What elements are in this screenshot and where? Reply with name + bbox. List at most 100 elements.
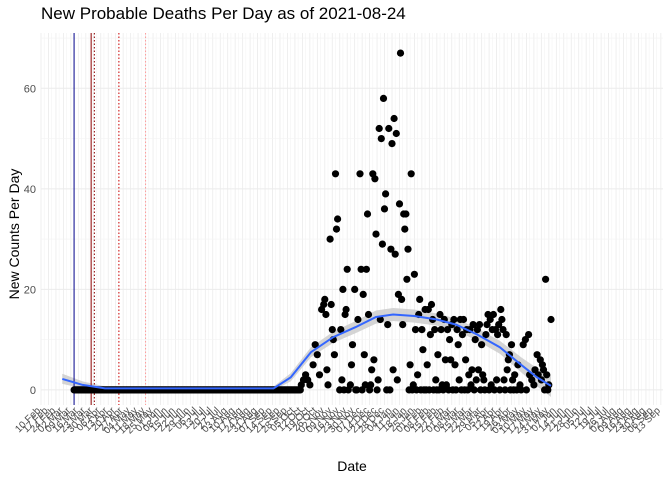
data-point (310, 361, 317, 368)
data-point (360, 291, 367, 298)
data-point (323, 366, 330, 373)
data-point (434, 351, 441, 358)
y-axis-label: New Counts Per Day (6, 169, 22, 300)
data-point (460, 316, 467, 323)
data-point (398, 296, 405, 303)
data-point (364, 210, 371, 217)
data-point (380, 95, 387, 102)
data-point (365, 311, 372, 318)
data-point (450, 316, 457, 323)
data-point (490, 311, 497, 318)
data-point (523, 386, 530, 393)
data-point (361, 351, 368, 358)
data-point (456, 376, 463, 383)
data-point (472, 336, 479, 343)
data-point (432, 376, 439, 383)
data-point (455, 341, 462, 348)
data-point (322, 311, 329, 318)
data-point (476, 321, 483, 328)
data-point (376, 125, 383, 132)
data-point (339, 286, 346, 293)
data-point (478, 341, 485, 348)
data-point (530, 381, 537, 388)
data-point (385, 125, 392, 132)
data-point (367, 381, 374, 388)
data-point (414, 371, 421, 378)
data-point (407, 361, 414, 368)
data-point (354, 316, 361, 323)
data-point (438, 326, 445, 333)
data-point (451, 361, 458, 368)
y-tick-label: 40 (24, 184, 36, 196)
data-point (394, 376, 401, 383)
data-point (416, 296, 423, 303)
data-point (399, 321, 406, 328)
data-point (375, 376, 382, 383)
data-point (343, 306, 350, 313)
y-tick-labels: 0 20 40 60 (24, 83, 36, 397)
data-point (393, 130, 400, 137)
data-point (401, 226, 408, 233)
data-point (504, 366, 511, 373)
data-point (543, 371, 550, 378)
data-point (471, 386, 478, 393)
y-tick-label: 60 (24, 83, 36, 95)
data-point (500, 376, 507, 383)
data-point (424, 361, 431, 368)
data-point (306, 381, 313, 388)
data-point (384, 321, 391, 328)
data-point (349, 341, 356, 348)
y-tick-label: 20 (24, 284, 36, 296)
data-point (370, 356, 377, 363)
data-point (508, 341, 515, 348)
data-point (333, 226, 340, 233)
data-point (402, 210, 409, 217)
data-point (374, 386, 381, 393)
data-point (371, 175, 378, 182)
data-point (493, 376, 500, 383)
data-point (419, 346, 426, 353)
data-point (344, 266, 351, 273)
data-point (378, 135, 385, 142)
data-point (372, 231, 379, 238)
data-point (446, 336, 453, 343)
data-point (525, 331, 532, 338)
data-point (356, 170, 363, 177)
data-point (382, 190, 389, 197)
data-point (351, 286, 358, 293)
data-point (329, 326, 336, 333)
data-point (408, 170, 415, 177)
data-point (332, 170, 339, 177)
data-point (390, 366, 397, 373)
data-point (392, 251, 399, 258)
data-point (381, 205, 388, 212)
data-point (368, 366, 375, 373)
data-point (418, 326, 425, 333)
x-axis-label: Date (337, 458, 367, 474)
data-point (327, 236, 334, 243)
data-point (480, 376, 487, 383)
data-point (431, 326, 438, 333)
data-point (473, 376, 480, 383)
data-point (404, 246, 411, 253)
data-point (328, 301, 335, 308)
data-point (348, 361, 355, 368)
data-point (494, 331, 501, 338)
data-point (503, 331, 510, 338)
y-tick-label: 0 (30, 385, 36, 397)
data-point (412, 326, 419, 333)
data-point (396, 200, 403, 207)
data-point (314, 351, 321, 358)
data-point (411, 271, 418, 278)
data-point (363, 266, 370, 273)
data-point (331, 351, 338, 358)
data-point (391, 115, 398, 122)
data-point (403, 276, 410, 283)
data-point (462, 356, 469, 363)
data-point (347, 381, 354, 388)
data-point (397, 50, 404, 57)
reference-lines (74, 33, 145, 405)
data-point (316, 371, 323, 378)
